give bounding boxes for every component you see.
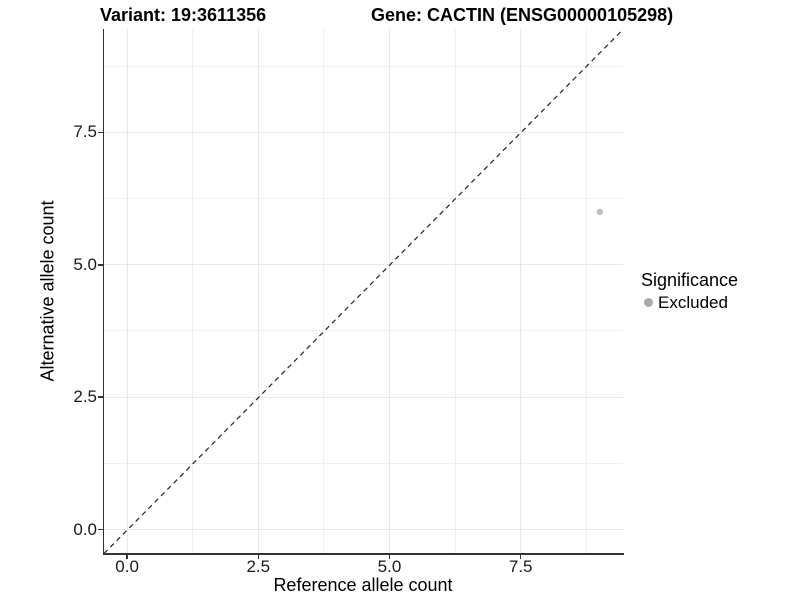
y-axis-line <box>102 29 104 555</box>
minor-gridline-vertical <box>192 29 194 554</box>
x-tick-label: 7.5 <box>508 557 533 576</box>
x-axis-line <box>102 553 624 555</box>
x-axis-tick <box>126 553 128 559</box>
major-gridline-horizontal <box>103 131 623 133</box>
major-gridline-horizontal <box>103 396 623 398</box>
x-axis-tick <box>388 553 391 559</box>
legend-key-dot-icon <box>644 298 653 307</box>
y-tick-label: 2.5 <box>73 387 97 407</box>
minor-gridline-horizontal <box>103 65 623 67</box>
major-gridline-vertical <box>520 29 522 554</box>
minor-gridline-horizontal <box>103 462 623 464</box>
minor-gridline-vertical <box>454 29 456 554</box>
legend: Significance Excluded <box>641 269 738 313</box>
y-axis-tick <box>98 396 104 398</box>
y-tick-label: 5.0 <box>73 254 97 274</box>
major-gridline-horizontal <box>103 264 623 266</box>
minor-gridline-horizontal <box>103 198 623 200</box>
minor-gridline-vertical <box>323 29 325 554</box>
y-axis-tick <box>98 264 104 266</box>
y-tick-label: 0.0 <box>73 519 97 539</box>
y-axis-tick <box>98 528 104 531</box>
data-point <box>596 208 603 215</box>
x-axis-tick <box>257 553 260 559</box>
major-gridline-vertical <box>126 29 128 554</box>
legend-item-label: Excluded <box>658 292 728 312</box>
plot-draw-layer <box>103 29 623 554</box>
minor-gridline-horizontal <box>103 330 623 332</box>
major-gridline-horizontal <box>103 529 623 531</box>
y-axis-title: Alternative allele count <box>37 200 58 382</box>
x-tick-label: 5.0 <box>377 557 402 576</box>
plot-panel <box>103 29 623 554</box>
x-axis-tick <box>519 553 522 559</box>
x-tick-label: 0.0 <box>115 557 139 576</box>
plot-title-variant: Variant: 19:3611356 <box>100 5 267 25</box>
x-tick-label: 2.5 <box>246 557 271 576</box>
identity-dashed-line <box>103 29 623 554</box>
y-axis-tick <box>98 131 104 134</box>
minor-gridline-vertical <box>585 29 587 554</box>
legend-item: Excluded <box>641 292 738 313</box>
plot-title-gene: Gene: CACTIN (ENSG00000105298) <box>371 5 674 25</box>
major-gridline-vertical <box>388 29 390 554</box>
x-axis-title: Reference allele count <box>273 575 453 595</box>
y-tick-label: 7.5 <box>73 122 97 142</box>
legend-title: Significance <box>641 270 739 290</box>
major-gridline-vertical <box>257 29 259 554</box>
